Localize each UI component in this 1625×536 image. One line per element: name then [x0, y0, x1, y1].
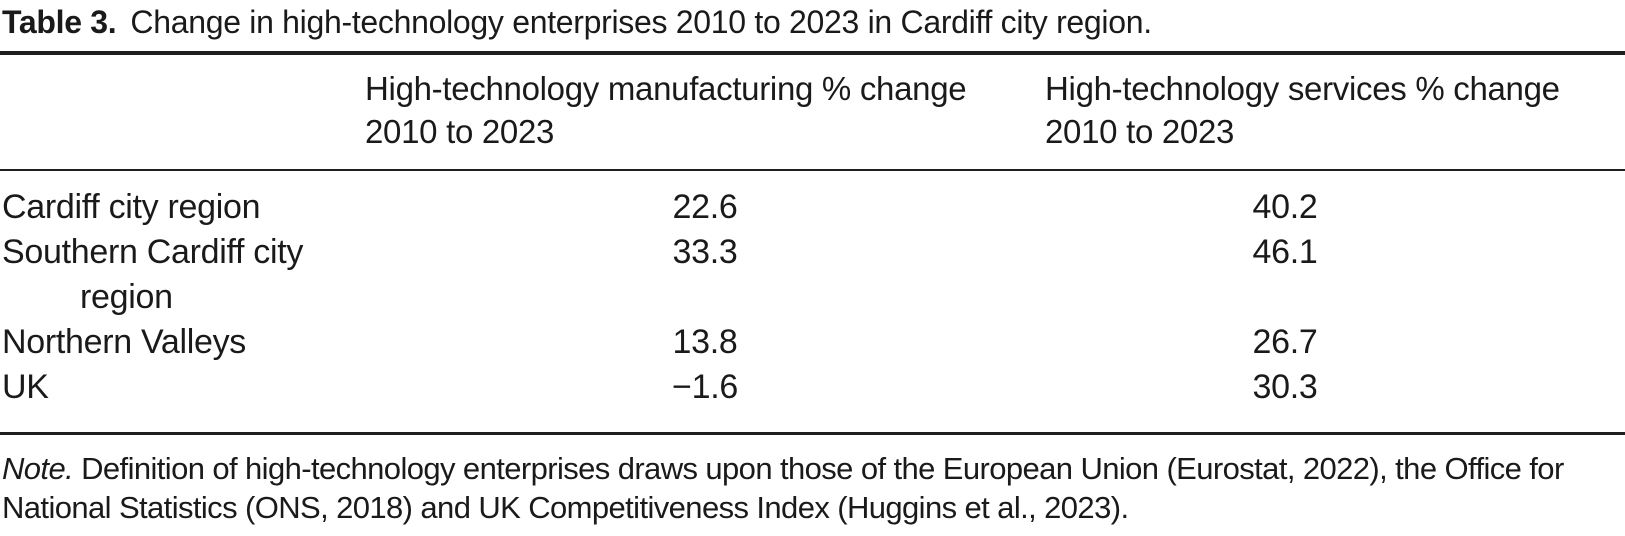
table-footnote-label: Note. — [2, 451, 74, 486]
table-header: High-technology manufacturing % change 2… — [0, 53, 1625, 171]
services-value: 30.3 — [1252, 368, 1318, 406]
column-header-manufacturing: High-technology manufacturing % change 2… — [365, 53, 1045, 171]
table-header-row: High-technology manufacturing % change 2… — [0, 53, 1625, 171]
table-caption-number: Table 3. — [2, 4, 117, 40]
table-row-northern-valleys: Northern Valleys 13.8 26.7 — [0, 320, 1625, 365]
column-header-region — [0, 53, 365, 171]
table-caption: Table 3. Change in high-technology enterp… — [2, 2, 1625, 42]
column-header-services: High-technology services % change 2010 t… — [1045, 53, 1625, 171]
manufacturing-value: 33.3 — [672, 233, 738, 271]
region-name: Southern Cardiff city region — [2, 233, 304, 316]
region-name: Cardiff city region — [2, 188, 261, 226]
services-value: 26.7 — [1252, 323, 1318, 361]
services-value: 40.2 — [1252, 188, 1318, 226]
data-table: High-technology manufacturing % change 2… — [0, 51, 1625, 435]
paper-table-figure: Table 3. Change in high-technology enterp… — [0, 2, 1625, 527]
table-row-uk: UK −1.6 30.3 — [0, 365, 1625, 434]
table-body: Cardiff city region 22.6 40.2 Southern C… — [0, 170, 1625, 434]
manufacturing-value: 22.6 — [672, 188, 738, 226]
region-name: UK — [2, 368, 49, 406]
table-row-southern-cardiff-city-region: Southern Cardiff city region 33.3 46.1 — [0, 230, 1625, 320]
services-value: 46.1 — [1252, 233, 1318, 271]
table-caption-text: Change in high-technology enterprises 20… — [130, 4, 1152, 40]
table-footnote-text: Definition of high-technology enterprise… — [2, 451, 1564, 525]
manufacturing-value: −1.6 — [672, 368, 738, 406]
manufacturing-value: 13.8 — [672, 323, 738, 361]
table-row-cardiff-city-region: Cardiff city region 22.6 40.2 — [0, 170, 1625, 230]
region-name: Northern Valleys — [2, 323, 247, 361]
table-footnote: Note. Definition of high-technology ente… — [2, 449, 1625, 527]
